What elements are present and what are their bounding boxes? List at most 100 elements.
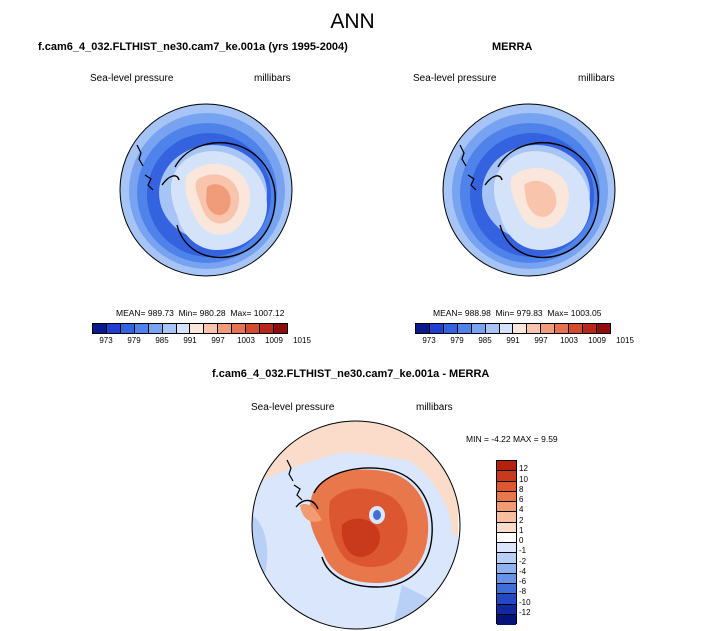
colorbar-swatch	[120, 324, 135, 333]
colorbar-swatch	[134, 324, 149, 333]
colorbar-swatch	[497, 573, 516, 584]
panel1-min: Min= 980.28	[178, 308, 226, 318]
colorbar-swatch	[204, 324, 219, 333]
colorbar-swatch	[148, 324, 163, 333]
colorbar-tick-label: 12	[519, 464, 528, 474]
colorbar-swatch	[527, 324, 542, 333]
colorbar-swatch	[513, 324, 528, 333]
colorbar-swatch	[497, 491, 516, 502]
panel1-mean: MEAN= 989.73	[116, 308, 174, 318]
colorbar-swatch	[218, 324, 233, 333]
colorbar-tick-label: 1015	[293, 336, 311, 345]
panel1-colorbar	[92, 323, 288, 334]
colorbar-swatch	[583, 324, 597, 333]
colorbar-tick-label: 6	[519, 495, 524, 504]
colorbar-tick-label: 973	[99, 336, 113, 345]
diff-colorbar	[496, 460, 517, 625]
panel2-title: MERRA	[492, 41, 533, 53]
colorbar-swatch	[176, 324, 191, 333]
colorbar-tick-label: -8	[519, 587, 527, 597]
colorbar-tick-label: 979	[450, 336, 464, 345]
colorbar-swatch	[497, 614, 516, 625]
colorbar-swatch	[162, 324, 177, 333]
colorbar-tick-label: 1009	[265, 336, 283, 345]
colorbar-swatch	[497, 512, 516, 523]
panel2-stats: MEAN= 988.98 Min= 979.83 Max= 1003.05	[433, 308, 602, 318]
colorbar-swatch	[190, 324, 205, 333]
colorbar-tick-label: 10	[519, 474, 528, 484]
colorbar-swatch	[497, 604, 516, 615]
colorbar-swatch	[273, 324, 287, 333]
colorbar-tick-label: 1009	[588, 336, 606, 345]
panel2-colorbar	[415, 323, 611, 334]
diff-field-label: Sea-level pressure	[251, 402, 335, 413]
colorbar-swatch	[569, 324, 584, 333]
colorbar-swatch	[106, 324, 121, 333]
colorbar-tick-label: 997	[534, 336, 548, 345]
colorbar-tick-label: 985	[478, 336, 492, 345]
colorbar-swatch	[497, 471, 516, 482]
panel1-units: millibars	[254, 73, 291, 84]
panel2-max: Max= 1003.05	[547, 308, 602, 318]
panel1-max: Max= 1007.12	[230, 308, 285, 318]
colorbar-swatch	[497, 563, 516, 574]
colorbar-swatch	[232, 324, 247, 333]
colorbar-tick-label: 973	[422, 336, 436, 345]
diff-title: f.cam6_4_032.FLTHIST_ne30.cam7_ke.001a -…	[212, 368, 490, 380]
panel2-units: millibars	[578, 73, 615, 84]
colorbar-swatch	[429, 324, 444, 333]
colorbar-tick-label: 2	[519, 515, 524, 525]
diff-minmax: MIN = -4.22 MAX = 9.59	[466, 434, 558, 444]
colorbar-swatch	[497, 522, 516, 533]
colorbar-tick-label: -1	[519, 546, 527, 556]
colorbar-tick-label: 1003	[237, 336, 255, 345]
colorbar-swatch	[457, 324, 472, 333]
colorbar-swatch	[443, 324, 458, 333]
colorbar-swatch	[596, 324, 610, 333]
colorbar-swatch	[497, 584, 516, 595]
diff-map	[251, 420, 461, 630]
colorbar-swatch	[497, 553, 516, 564]
colorbar-swatch	[499, 324, 514, 333]
panel1-map	[119, 103, 293, 277]
colorbar-swatch	[497, 532, 516, 543]
colorbar-swatch	[497, 543, 516, 554]
panel1-title: f.cam6_4_032.FLTHIST_ne30.cam7_ke.001a (…	[38, 41, 348, 53]
colorbar-swatch	[497, 461, 516, 472]
colorbar-tick-label: -12	[519, 607, 531, 617]
colorbar-tick-label: 1	[519, 525, 524, 535]
colorbar-swatch	[416, 324, 430, 333]
diff-units: millibars	[416, 402, 453, 413]
figure-title: ANN	[330, 10, 375, 33]
colorbar-swatch	[541, 324, 556, 333]
colorbar-swatch	[260, 324, 274, 333]
panel2-field-label: Sea-level pressure	[413, 73, 497, 84]
colorbar-swatch	[497, 594, 516, 605]
colorbar-swatch	[246, 324, 261, 333]
panel1-stats: MEAN= 989.73 Min= 980.28 Max= 1007.12	[116, 308, 285, 318]
colorbar-swatch	[93, 324, 107, 333]
panel2-mean: MEAN= 988.98	[433, 308, 491, 318]
colorbar-tick-label: -10	[519, 597, 531, 607]
colorbar-swatch	[497, 481, 516, 492]
colorbar-tick-label: 991	[506, 336, 520, 345]
colorbar-tick-label: 985	[155, 336, 169, 345]
colorbar-swatch	[555, 324, 570, 333]
colorbar-tick-label: 991	[183, 336, 197, 345]
colorbar-tick-label: -4	[519, 566, 527, 576]
colorbar-tick-label: 8	[519, 484, 524, 494]
colorbar-swatch	[497, 502, 516, 513]
colorbar-tick-label: 979	[127, 336, 141, 345]
panel1-field-label: Sea-level pressure	[90, 73, 174, 84]
colorbar-swatch	[485, 324, 500, 333]
colorbar-tick-label: 4	[519, 505, 524, 515]
panel2-map	[442, 103, 616, 277]
colorbar-tick-label: -2	[519, 556, 527, 566]
colorbar-tick-label: 1015	[616, 336, 634, 345]
colorbar-tick-label: 997	[211, 336, 225, 345]
colorbar-swatch	[471, 324, 486, 333]
colorbar-tick-label: 1003	[560, 336, 578, 345]
colorbar-tick-label: 0	[519, 536, 524, 545]
panel2-min: Min= 979.83	[495, 308, 543, 318]
colorbar-tick-label: -6	[519, 577, 527, 586]
